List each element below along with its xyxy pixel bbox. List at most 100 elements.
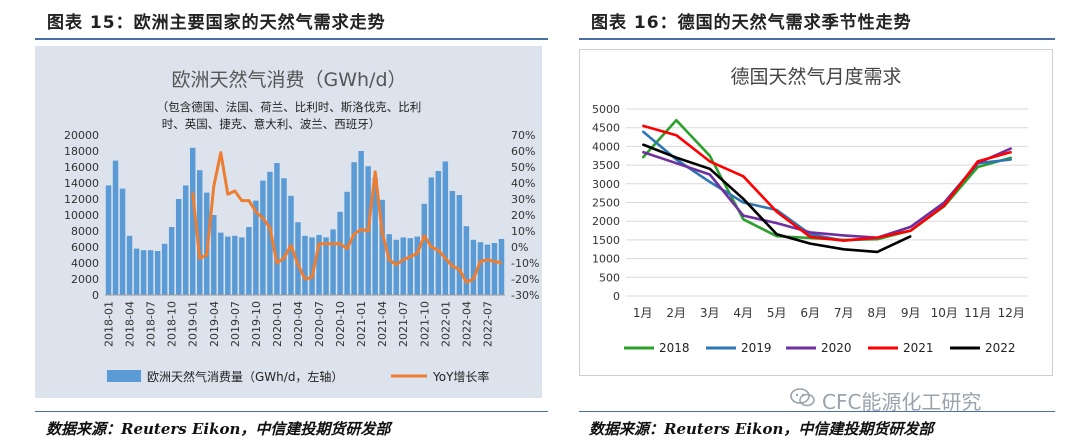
x-tick-label: 2020-10 [334, 301, 347, 347]
consumption-bar [189, 147, 196, 295]
series-point-2020 [809, 231, 812, 234]
consumption-bar [463, 226, 470, 295]
consumption-bar [323, 237, 329, 295]
y-right-tick-label: 70% [511, 129, 535, 142]
yoy-point [458, 268, 461, 271]
series-line-2020 [642, 147, 1012, 239]
y-left-tick-label: 16000 [64, 161, 99, 174]
consumption-bar [133, 248, 140, 295]
series-point-2021 [742, 175, 745, 178]
y-left-tick-label: 8000 [71, 225, 99, 238]
series-point-2022 [775, 233, 778, 236]
consumption-bar [246, 227, 252, 295]
chart-subtitle-line-1: （包含德国、法国、荷兰、比利时、斯洛伐克、比利 [157, 100, 422, 114]
x-tick-label: 2021-10 [418, 301, 431, 347]
right-top-rule [579, 38, 1055, 40]
series-point-2020 [708, 173, 711, 176]
series-point-2021 [1010, 151, 1013, 153]
yoy-point [465, 281, 468, 283]
yoy-point [332, 243, 334, 245]
consumption-bar [175, 199, 182, 295]
consumption-bar [407, 238, 413, 295]
series-point-2020 [675, 162, 678, 165]
series-point-2018 [641, 156, 644, 159]
x-tick-label: 4月 [733, 306, 753, 320]
series-point-2022 [876, 251, 879, 253]
consumption-bar [302, 235, 308, 295]
yoy-point [227, 193, 229, 195]
europe-gas-consumption-chart: 欧洲天然气消费（GWh/d） （包含德国、法国、荷兰、比利时、斯洛伐克、比利时、英… [64, 69, 539, 384]
yoy-point [198, 257, 201, 259]
consumption-bar [119, 188, 126, 295]
x-tick-label: 3月 [700, 306, 720, 320]
yoy-point [241, 199, 243, 202]
legend-bar-label: 欧洲天然气消费量（GWh/d，左轴） [147, 369, 343, 384]
series-point-2020 [1010, 147, 1013, 150]
x-tick-label: 12月 [998, 306, 1025, 320]
left-source: 数据来源：Reuters Eikon，中信建投期货研发部 [46, 420, 391, 438]
series-point-2019 [675, 158, 678, 161]
y-left-tick-label: 12000 [64, 193, 99, 206]
yoy-point [353, 233, 355, 235]
x-tick-label: 7月 [834, 306, 854, 320]
consumption-bar [358, 151, 364, 295]
yoy-point [255, 211, 257, 213]
watermark: CFC能源化工研究 [790, 386, 981, 415]
y-tick-label: 2500 [592, 197, 620, 210]
x-tick-label: 2019-04 [208, 301, 221, 347]
consumption-bar [337, 211, 343, 295]
consumption-bar [112, 160, 119, 295]
y-left-tick-label: 20000 [64, 129, 99, 142]
yoy-point [444, 257, 447, 259]
consumption-bar [295, 222, 301, 295]
consumption-bar [442, 161, 449, 295]
x-tick-label: 9月 [901, 306, 921, 320]
chart-title: 德国天然气月度需求 [730, 66, 901, 88]
y-right-tick-label: 30% [511, 193, 535, 206]
series-point-2022 [641, 143, 644, 146]
series-point-2019 [809, 233, 812, 236]
chart-subtitle-line-2: 时、英国、捷克、意大利、波兰、西班牙） [162, 117, 381, 131]
y-tick-label: 1000 [592, 253, 620, 266]
series-point-2021 [775, 211, 778, 213]
yoy-point [269, 227, 271, 229]
consumption-bar [147, 250, 154, 295]
yoy-point [479, 260, 482, 263]
series-point-2022 [909, 235, 912, 237]
yoy-point [423, 235, 426, 237]
y-right-tick-label: 0% [511, 241, 528, 254]
yoy-point [374, 171, 376, 173]
series-point-2020 [775, 222, 778, 224]
y-tick-label: 3000 [592, 178, 620, 191]
consumption-bar [344, 191, 350, 295]
x-tick-label: 11月 [964, 306, 991, 320]
x-tick-label: 2022-07 [481, 301, 494, 347]
series-point-2021 [842, 239, 845, 242]
yoy-point [339, 243, 341, 245]
y-left-tick-label: 0 [92, 289, 99, 302]
series-line-2021 [642, 124, 1012, 242]
y-tick-label: 5000 [592, 103, 620, 116]
y-right-tick-label: 50% [511, 161, 535, 174]
series-point-2019 [641, 130, 644, 133]
right-figure-title: 图表 16：德国的天然气需求季节性走势 [591, 13, 912, 33]
x-tick-label: 2022-01 [439, 301, 452, 347]
watermark-text: CFC能源化工研究 [822, 390, 982, 414]
consumption-bar [154, 251, 161, 295]
y-tick-label: 0 [613, 290, 620, 303]
series-point-2020 [742, 214, 745, 217]
series-line-2019 [641, 130, 1012, 242]
yoy-point [500, 262, 503, 264]
series-point-2022 [742, 197, 745, 200]
series-point-2018 [976, 166, 979, 168]
consumption-bar [498, 239, 505, 295]
legend-label-2020: 2020 [821, 341, 852, 355]
consumption-bar [197, 170, 203, 295]
x-tick-label: 10月 [931, 306, 958, 320]
yoy-point [486, 259, 489, 261]
series-point-2021 [976, 160, 979, 163]
series-point-2018 [775, 235, 778, 237]
yoy-point [360, 228, 362, 231]
consumption-bar [477, 242, 484, 295]
y-left-tick-label: 6000 [71, 241, 99, 254]
